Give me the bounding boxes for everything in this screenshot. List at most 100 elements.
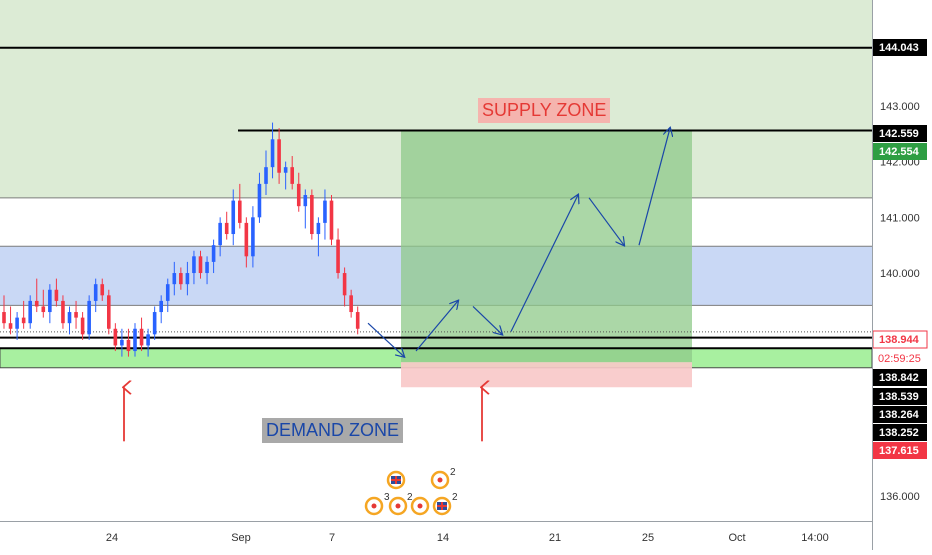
candle-body bbox=[251, 217, 255, 257]
event-badge-5 bbox=[410, 496, 430, 516]
candle-body bbox=[159, 300, 163, 313]
price-tag-box bbox=[873, 369, 927, 386]
price-tag-box bbox=[873, 424, 927, 441]
candle-body bbox=[100, 284, 105, 296]
candle bbox=[152, 306, 157, 340]
price-axis-tick: 143.000 bbox=[880, 101, 920, 113]
price-tag-label: 144.043 bbox=[879, 42, 919, 54]
event-badge-count: 2 bbox=[452, 492, 458, 503]
candle bbox=[2, 295, 6, 329]
candle bbox=[238, 183, 242, 229]
candle-body bbox=[211, 245, 216, 262]
candle-body bbox=[257, 183, 262, 218]
candle-body bbox=[54, 289, 59, 301]
price-tag-138-252: 138.252 bbox=[873, 424, 927, 441]
price-tag-label: 138.842 bbox=[879, 372, 919, 384]
price-tag-138-539: 138.539 bbox=[873, 388, 927, 405]
candle bbox=[21, 300, 26, 329]
candle bbox=[185, 261, 190, 296]
candle bbox=[28, 295, 32, 329]
supply-zone-label: SUPPLY ZONE bbox=[478, 98, 611, 123]
candle bbox=[113, 323, 118, 352]
event-dot-icon bbox=[371, 503, 377, 509]
candle-body bbox=[61, 300, 65, 324]
candle-body bbox=[264, 167, 268, 184]
candle-body bbox=[296, 183, 301, 207]
candle bbox=[93, 278, 98, 313]
price-axis-separator bbox=[872, 0, 873, 550]
event-badge-count: 2 bbox=[450, 467, 456, 478]
price-axis-tick: 136.000 bbox=[880, 491, 920, 503]
price-tag-138-842: 138.842 bbox=[873, 369, 927, 386]
candle-body bbox=[329, 200, 334, 240]
event-badge-count: 2 bbox=[407, 492, 413, 503]
candle bbox=[244, 217, 249, 268]
candle bbox=[159, 295, 163, 324]
candle-body bbox=[244, 222, 249, 257]
event-badge-3 bbox=[364, 496, 384, 516]
event-dot-icon bbox=[417, 503, 423, 509]
price-tag-144-043: 144.043 bbox=[873, 39, 927, 56]
candle-body bbox=[28, 300, 32, 324]
candle bbox=[198, 250, 203, 279]
candle bbox=[146, 328, 150, 357]
price-tag-label: 142.559 bbox=[879, 128, 919, 140]
time-axis-tick: Sep bbox=[231, 532, 251, 544]
projection-arrow-4 bbox=[510, 195, 578, 332]
candle bbox=[48, 284, 52, 324]
candle-body bbox=[34, 300, 39, 307]
candle-body bbox=[355, 312, 360, 329]
price-tag-box bbox=[872, 330, 928, 349]
position-profit-area bbox=[401, 130, 692, 363]
candle bbox=[139, 317, 144, 352]
price-tag-label: 138.944 bbox=[879, 334, 920, 346]
candle bbox=[251, 206, 255, 268]
candle-body bbox=[224, 222, 229, 235]
candle bbox=[264, 150, 268, 196]
price-tag-box bbox=[873, 388, 927, 405]
price-tag-label: 138.264 bbox=[879, 409, 920, 421]
price-tag-box bbox=[873, 442, 927, 459]
event-badge-6 bbox=[432, 496, 452, 516]
candle bbox=[67, 306, 72, 335]
candle-body bbox=[15, 317, 19, 329]
candle bbox=[231, 189, 236, 246]
candle-body bbox=[185, 273, 190, 285]
countdown-box bbox=[873, 349, 927, 366]
candle-body bbox=[107, 295, 111, 329]
candle bbox=[205, 256, 209, 285]
candle-body bbox=[192, 256, 196, 274]
price-tag-label: 138.252 bbox=[879, 427, 919, 439]
candle bbox=[355, 306, 360, 335]
time-axis-separator bbox=[0, 521, 872, 522]
countdown-label: 02:59:25 bbox=[878, 353, 921, 365]
event-badge-count: 3 bbox=[384, 492, 390, 503]
candle-body bbox=[120, 339, 124, 346]
candle-body bbox=[336, 239, 340, 274]
candle bbox=[165, 278, 170, 313]
candle bbox=[61, 295, 65, 329]
candle bbox=[74, 300, 78, 329]
candle bbox=[211, 239, 216, 274]
price-axis-tick: 141.000 bbox=[880, 212, 920, 224]
price-tag-137-615: 137.615 bbox=[873, 442, 927, 459]
candle-body bbox=[323, 200, 327, 223]
event-badge-2 bbox=[430, 470, 450, 490]
candle bbox=[303, 189, 308, 229]
candle-body bbox=[342, 273, 347, 296]
candle-body bbox=[2, 312, 6, 324]
candle-body bbox=[198, 256, 203, 274]
candle-body bbox=[113, 328, 118, 346]
candle bbox=[8, 306, 13, 335]
candle bbox=[100, 278, 105, 301]
candle bbox=[283, 161, 288, 190]
projection-arrow-1 bbox=[367, 322, 404, 356]
candle-body bbox=[21, 317, 26, 324]
candle bbox=[192, 250, 196, 285]
time-axis-tick: 7 bbox=[329, 532, 335, 544]
time-axis-tick: 14:00 bbox=[801, 532, 829, 544]
candle-body bbox=[205, 261, 209, 274]
candle-body bbox=[152, 312, 157, 335]
